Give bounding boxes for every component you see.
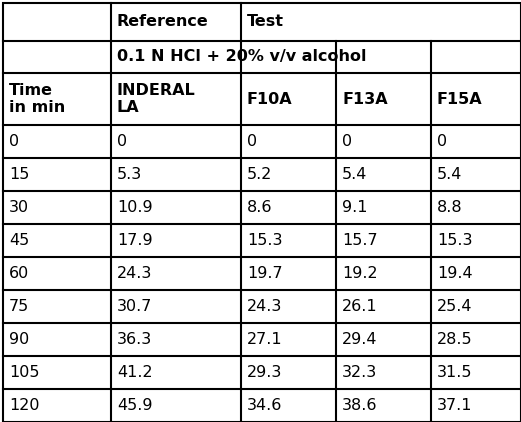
Text: 8.6: 8.6 <box>247 200 272 215</box>
Text: 0.1 N HCl + 20% v/v alcohol: 0.1 N HCl + 20% v/v alcohol <box>117 49 366 65</box>
Text: 15.3: 15.3 <box>247 233 282 248</box>
Text: 19.4: 19.4 <box>437 266 473 281</box>
Text: 15: 15 <box>9 167 29 182</box>
Text: 24.3: 24.3 <box>117 266 152 281</box>
Text: 32.3: 32.3 <box>342 365 377 380</box>
Text: 25.4: 25.4 <box>437 299 473 314</box>
Text: 0: 0 <box>9 134 19 149</box>
Text: Test: Test <box>247 14 284 30</box>
Text: F13A: F13A <box>342 92 388 106</box>
Text: 28.5: 28.5 <box>437 332 473 347</box>
Text: 75: 75 <box>9 299 29 314</box>
Text: 120: 120 <box>9 398 40 413</box>
Text: 31.5: 31.5 <box>437 365 473 380</box>
Text: 17.9: 17.9 <box>117 233 153 248</box>
Text: 0: 0 <box>247 134 257 149</box>
Text: 0: 0 <box>342 134 352 149</box>
Text: 9.1: 9.1 <box>342 200 367 215</box>
Text: 41.2: 41.2 <box>117 365 153 380</box>
Text: INDERAL
LA: INDERAL LA <box>117 83 196 115</box>
Text: 29.3: 29.3 <box>247 365 282 380</box>
Text: 19.7: 19.7 <box>247 266 282 281</box>
Text: 10.9: 10.9 <box>117 200 153 215</box>
Text: 5.4: 5.4 <box>437 167 462 182</box>
Text: 105: 105 <box>9 365 40 380</box>
Text: 5.4: 5.4 <box>342 167 367 182</box>
Text: 5.2: 5.2 <box>247 167 272 182</box>
Text: Reference: Reference <box>117 14 209 30</box>
Text: Time
in min: Time in min <box>9 83 65 115</box>
Text: 0: 0 <box>117 134 127 149</box>
Text: 30.7: 30.7 <box>117 299 152 314</box>
Text: 36.3: 36.3 <box>117 332 152 347</box>
Text: 38.6: 38.6 <box>342 398 378 413</box>
Text: 24.3: 24.3 <box>247 299 282 314</box>
Text: 15.7: 15.7 <box>342 233 378 248</box>
Text: 15.3: 15.3 <box>437 233 473 248</box>
Text: F15A: F15A <box>437 92 482 106</box>
Text: 5.3: 5.3 <box>117 167 142 182</box>
Text: 8.8: 8.8 <box>437 200 463 215</box>
Text: 27.1: 27.1 <box>247 332 282 347</box>
Text: 90: 90 <box>9 332 29 347</box>
Text: 60: 60 <box>9 266 29 281</box>
Text: 37.1: 37.1 <box>437 398 473 413</box>
Text: 29.4: 29.4 <box>342 332 378 347</box>
Text: 26.1: 26.1 <box>342 299 378 314</box>
Text: 30: 30 <box>9 200 29 215</box>
Text: 34.6: 34.6 <box>247 398 282 413</box>
Text: 0: 0 <box>437 134 447 149</box>
Text: 45.9: 45.9 <box>117 398 153 413</box>
Text: 45: 45 <box>9 233 29 248</box>
Text: F10A: F10A <box>247 92 293 106</box>
Text: 19.2: 19.2 <box>342 266 378 281</box>
